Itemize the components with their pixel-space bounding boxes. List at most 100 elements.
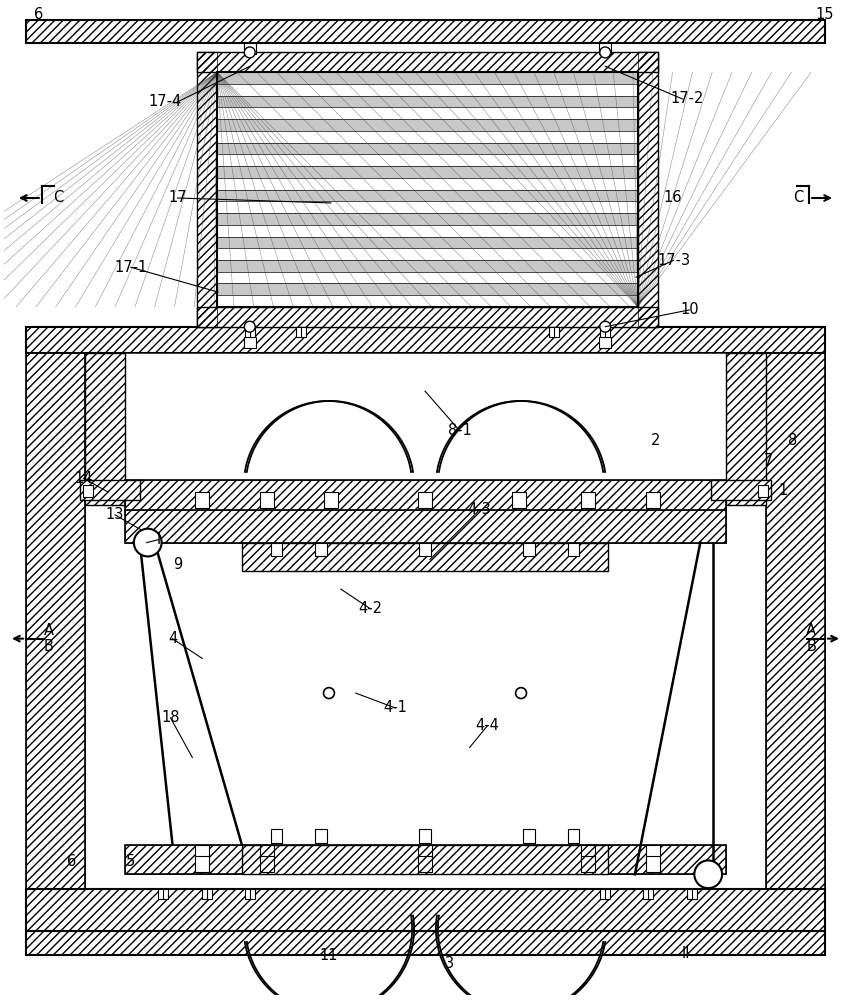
Text: 10: 10: [680, 302, 699, 317]
Polygon shape: [197, 307, 658, 327]
Circle shape: [323, 688, 334, 699]
Polygon shape: [157, 889, 168, 899]
Polygon shape: [80, 480, 140, 500]
Polygon shape: [757, 485, 768, 497]
Polygon shape: [599, 337, 611, 348]
Polygon shape: [523, 543, 535, 556]
Polygon shape: [324, 492, 338, 508]
Polygon shape: [271, 829, 283, 843]
Polygon shape: [581, 492, 596, 508]
Polygon shape: [217, 295, 638, 307]
Polygon shape: [419, 543, 431, 556]
Polygon shape: [127, 545, 724, 843]
Text: 6: 6: [34, 7, 43, 22]
Polygon shape: [26, 889, 825, 931]
Polygon shape: [418, 845, 432, 860]
Polygon shape: [217, 131, 638, 143]
Text: 5: 5: [126, 854, 135, 869]
Polygon shape: [26, 327, 825, 353]
Text: A: A: [806, 623, 816, 638]
Polygon shape: [217, 190, 638, 201]
Polygon shape: [217, 237, 638, 248]
Text: 18: 18: [162, 710, 180, 725]
Polygon shape: [125, 845, 726, 874]
Polygon shape: [418, 856, 432, 872]
Text: 2: 2: [651, 433, 660, 448]
Text: 11: 11: [320, 948, 338, 963]
Text: 1: 1: [779, 483, 788, 498]
Text: 13: 13: [106, 507, 124, 522]
Polygon shape: [217, 154, 638, 166]
Polygon shape: [711, 480, 771, 500]
Text: 4-2: 4-2: [358, 601, 383, 616]
Polygon shape: [195, 856, 209, 872]
Polygon shape: [197, 52, 658, 72]
Circle shape: [694, 860, 722, 888]
Text: 4-4: 4-4: [476, 718, 500, 733]
Polygon shape: [523, 829, 535, 843]
Text: 6: 6: [67, 854, 76, 869]
Text: A: A: [43, 623, 54, 638]
Polygon shape: [512, 492, 526, 508]
Polygon shape: [418, 492, 432, 508]
Polygon shape: [217, 225, 638, 237]
Polygon shape: [217, 107, 638, 119]
Polygon shape: [125, 480, 726, 512]
Circle shape: [244, 47, 255, 58]
Polygon shape: [26, 931, 825, 955]
Text: 9: 9: [173, 557, 182, 572]
Polygon shape: [83, 485, 94, 497]
Polygon shape: [217, 178, 638, 190]
Polygon shape: [125, 353, 687, 505]
Text: B: B: [43, 639, 54, 654]
Circle shape: [516, 688, 527, 699]
Polygon shape: [217, 213, 638, 225]
Polygon shape: [245, 327, 254, 337]
Text: 4-1: 4-1: [383, 700, 408, 715]
Polygon shape: [643, 889, 653, 899]
Text: C: C: [793, 190, 803, 205]
Polygon shape: [217, 166, 638, 178]
Text: 8: 8: [788, 433, 797, 448]
Polygon shape: [26, 20, 825, 43]
Polygon shape: [26, 353, 85, 931]
Polygon shape: [260, 856, 273, 872]
Text: 17: 17: [168, 190, 186, 205]
Polygon shape: [125, 510, 726, 543]
Polygon shape: [766, 353, 825, 931]
Text: 16: 16: [663, 190, 682, 205]
Polygon shape: [600, 889, 610, 899]
Polygon shape: [315, 829, 327, 843]
Polygon shape: [568, 543, 580, 556]
Polygon shape: [243, 337, 255, 348]
Polygon shape: [271, 543, 283, 556]
Text: 3: 3: [445, 956, 454, 971]
Polygon shape: [726, 353, 766, 505]
Polygon shape: [549, 327, 559, 337]
Polygon shape: [646, 492, 660, 508]
Polygon shape: [260, 845, 273, 860]
Polygon shape: [217, 283, 638, 295]
Polygon shape: [85, 353, 125, 505]
Polygon shape: [217, 84, 638, 96]
Circle shape: [134, 529, 162, 556]
Polygon shape: [197, 52, 217, 327]
Text: 15: 15: [816, 7, 834, 22]
Polygon shape: [217, 72, 638, 307]
Polygon shape: [419, 829, 431, 843]
Polygon shape: [217, 201, 638, 213]
Circle shape: [600, 321, 611, 332]
Text: 17-3: 17-3: [657, 253, 690, 268]
Text: 7: 7: [764, 453, 774, 468]
Polygon shape: [581, 856, 596, 872]
Circle shape: [244, 321, 255, 332]
Text: B: B: [806, 639, 816, 654]
Polygon shape: [242, 543, 608, 571]
Polygon shape: [296, 327, 306, 337]
Polygon shape: [242, 845, 608, 874]
Polygon shape: [581, 845, 596, 860]
Text: I: I: [157, 532, 161, 547]
Text: 14: 14: [74, 471, 93, 486]
Text: 17-1: 17-1: [114, 260, 147, 275]
Text: 8-1: 8-1: [448, 423, 471, 438]
